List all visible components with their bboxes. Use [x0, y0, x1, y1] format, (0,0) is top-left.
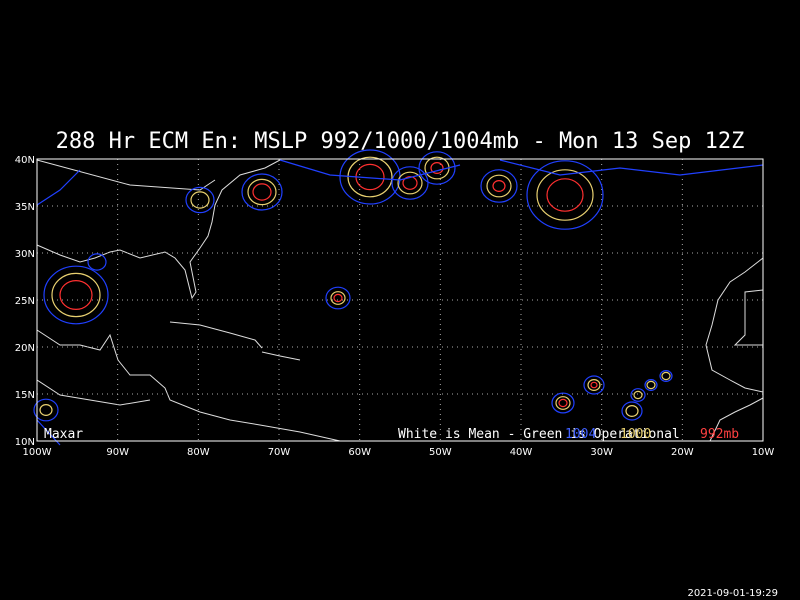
- contour-992: [492, 180, 506, 193]
- legend-blue: 1004: [565, 427, 596, 442]
- contour-992: [430, 162, 444, 175]
- lon-label: 60W: [348, 447, 371, 458]
- pressure-contours: [33, 149, 764, 446]
- contour-1000: [486, 174, 512, 198]
- contour-1004: [87, 253, 107, 271]
- contour-1004: [526, 160, 604, 230]
- lon-label: 30W: [590, 447, 613, 458]
- contour-open: [36, 169, 81, 206]
- legend-red: 992mb: [700, 427, 739, 442]
- contour-1004: [630, 388, 646, 402]
- map-frame: [36, 158, 764, 442]
- timestamp: 2021-09-01-19:29: [687, 588, 778, 599]
- contour-1000: [51, 272, 101, 318]
- contour-open: [279, 159, 461, 181]
- lon-label: 90W: [106, 447, 129, 458]
- legend-yellow: 1000: [620, 427, 651, 442]
- contour-1000: [190, 191, 210, 209]
- contour-1004: [325, 286, 351, 310]
- contour-1000: [661, 371, 671, 381]
- contour-1004: [644, 379, 658, 392]
- contour-992: [546, 178, 584, 212]
- contour-1004: [185, 186, 215, 214]
- contour-1004: [659, 370, 673, 383]
- legend-mean: White is Mean - Green is Operational: [398, 427, 680, 442]
- contour-1000: [536, 169, 594, 221]
- contour-open: [499, 159, 764, 176]
- axis-labels: 100W 90W 80W 70W 60W 50W 40W 30W 20W 10W 40N 35N 30N…: [15, 155, 775, 458]
- contour-1000: [646, 380, 656, 390]
- contour-1004: [33, 398, 59, 422]
- lon-label: 10W: [752, 447, 775, 458]
- lon-label: 20W: [671, 447, 694, 458]
- contour-1000: [347, 156, 393, 198]
- contour-1004: [391, 166, 429, 200]
- contour-992: [252, 183, 272, 201]
- contour-1004: [480, 169, 518, 203]
- contour-992: [558, 398, 568, 408]
- lon-label: 50W: [429, 447, 452, 458]
- lat-label: 20N: [15, 343, 35, 354]
- contour-1000: [633, 390, 643, 400]
- contour-992: [590, 381, 598, 389]
- contour-992: [59, 280, 93, 311]
- contour-1004: [583, 375, 605, 395]
- lat-label: 40N: [15, 155, 35, 166]
- contour-1004: [241, 173, 283, 211]
- map-title: 288 Hr ECM En: MSLP 992/1000/1004mb - Mo…: [56, 129, 745, 154]
- credit: Maxar: [44, 427, 83, 442]
- coastlines: [36, 159, 764, 442]
- contour-1000: [397, 171, 423, 195]
- contour-1004: [43, 265, 109, 325]
- lon-label: 70W: [268, 447, 291, 458]
- lat-label: 10N: [15, 437, 35, 448]
- contour-1000: [587, 379, 601, 392]
- contour-1004: [621, 401, 643, 421]
- contour-1000: [39, 404, 53, 417]
- lat-label: 30N: [15, 249, 35, 260]
- contour-1000: [330, 291, 346, 305]
- contour-1000: [625, 405, 639, 418]
- lon-label: 80W: [187, 447, 210, 458]
- lon-label: 100W: [23, 447, 52, 458]
- lat-label: 15N: [15, 390, 35, 401]
- lat-label: 35N: [15, 202, 35, 213]
- contour-992: [402, 176, 418, 190]
- contour-992: [333, 293, 343, 303]
- contour-1000: [247, 178, 277, 206]
- contour-1004: [551, 392, 575, 414]
- contour-1000: [555, 396, 571, 410]
- lat-label: 25N: [15, 296, 35, 307]
- lon-label: 40W: [510, 447, 533, 458]
- contour-1004: [418, 151, 456, 185]
